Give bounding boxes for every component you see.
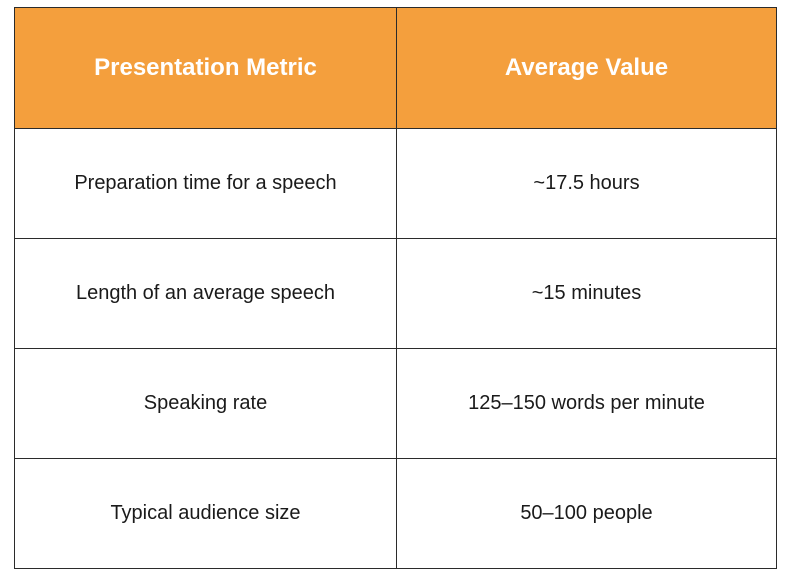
metrics-table-container: Presentation Metric Average Value Prepar… bbox=[14, 7, 777, 569]
header-average-value: Average Value bbox=[396, 7, 777, 129]
table-row: Speaking rate 125–150 words per minute bbox=[14, 348, 777, 459]
metric-cell: Speaking rate bbox=[14, 348, 397, 459]
table-header: Presentation Metric Average Value bbox=[14, 7, 777, 129]
value-cell: 50–100 people bbox=[396, 458, 777, 569]
metric-cell: Typical audience size bbox=[14, 458, 397, 569]
value-cell: ~15 minutes bbox=[396, 238, 777, 349]
table-row: Preparation time for a speech ~17.5 hour… bbox=[14, 128, 777, 239]
value-cell: ~17.5 hours bbox=[396, 128, 777, 239]
table-row: Length of an average speech ~15 minutes bbox=[14, 238, 777, 349]
metric-cell: Length of an average speech bbox=[14, 238, 397, 349]
table-body: Preparation time for a speech ~17.5 hour… bbox=[14, 128, 777, 569]
table-row: Typical audience size 50–100 people bbox=[14, 458, 777, 569]
metrics-table: Presentation Metric Average Value Prepar… bbox=[14, 7, 777, 569]
header-row: Presentation Metric Average Value bbox=[14, 7, 777, 129]
value-cell: 125–150 words per minute bbox=[396, 348, 777, 459]
header-presentation-metric: Presentation Metric bbox=[14, 7, 397, 129]
metric-cell: Preparation time for a speech bbox=[14, 128, 397, 239]
